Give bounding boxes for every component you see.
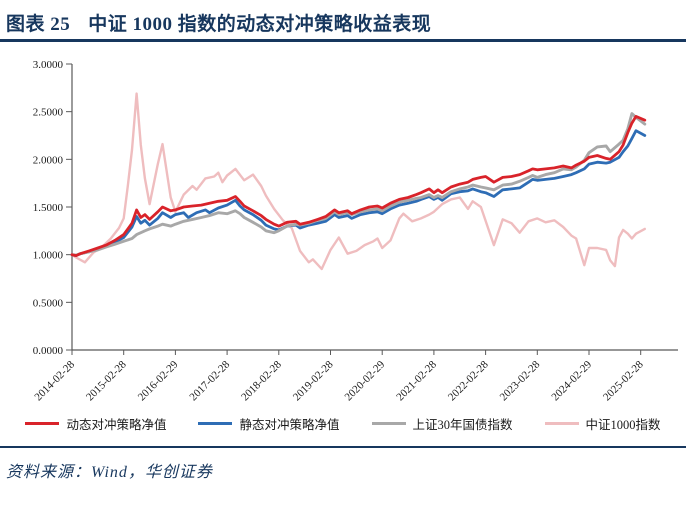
y-tick-label: 0.5000 (33, 297, 64, 309)
legend-item: 动态对冲策略净值 (25, 414, 166, 433)
x-tick-label: 2019-02-28 (291, 358, 336, 403)
series-line (70, 112, 647, 257)
x-tick-label: 2023-02-28 (498, 358, 543, 403)
legend-swatch (25, 422, 60, 425)
y-tick-label: 3.0000 (33, 59, 64, 71)
legend-item: 中证1000指数 (544, 414, 661, 433)
legend-swatch (371, 422, 406, 425)
x-tick-label: 2016-02-29 (136, 358, 181, 403)
source-note: 资料来源：Wind，华创证券 (6, 464, 213, 481)
legend-label: 中证1000指数 (585, 418, 661, 432)
title-divider (0, 39, 686, 42)
series-line (70, 92, 646, 271)
legend-label: 静态对冲策略净值 (239, 418, 340, 432)
legend-swatch (544, 422, 579, 425)
x-tick-label: 2022-02-28 (446, 358, 491, 403)
x-tick-label: 2017-02-28 (187, 358, 232, 403)
x-tick-label: 2021-02-28 (394, 358, 439, 403)
chart-legend: 动态对冲策略净值 静态对冲策略净值 上证30年国债指数 中证1000指数 (0, 414, 686, 433)
figure-title: 图表 25 中证 1000 指数的动态对冲策略收益表现 (0, 0, 686, 39)
series-line (70, 115, 647, 258)
legend-label: 动态对冲策略净值 (66, 418, 167, 432)
y-tick-label: 1.5000 (33, 202, 64, 214)
x-tick-label: 2014-02-28 (32, 358, 77, 403)
y-tick-label: 2.5000 (33, 107, 64, 119)
x-tick-label: 2020-02-29 (343, 358, 388, 403)
figure-number-label: 图表 25 (6, 14, 71, 35)
legend-label: 上证30年国债指数 (412, 418, 513, 432)
x-tick-label: 2024-02-29 (549, 358, 594, 403)
series-line (70, 129, 647, 258)
x-tick-label: 2018-02-28 (239, 358, 284, 403)
line-chart: 0.0000 0.5000 1.0000 1.5000 2.0000 2.5000 3.00… (0, 42, 686, 410)
x-tick-label: 2015-02-28 (84, 358, 129, 403)
figure-title-text: 中证 1000 指数的动态对冲策略收益表现 (88, 14, 432, 35)
y-tick-label: 0.0000 (33, 345, 64, 357)
legend-swatch (198, 422, 233, 425)
legend-item: 上证30年国债指数 (371, 414, 513, 433)
x-tick-label: 2025-02-28 (601, 358, 646, 403)
chart-svg: 0.0000 0.5000 1.0000 1.5000 2.0000 2.5000 3.00… (32, 59, 678, 403)
y-tick-label: 1.0000 (33, 250, 64, 262)
legend-divider (0, 446, 686, 448)
y-tick-label: 2.0000 (33, 154, 64, 166)
legend-item: 静态对冲策略净值 (198, 414, 340, 433)
